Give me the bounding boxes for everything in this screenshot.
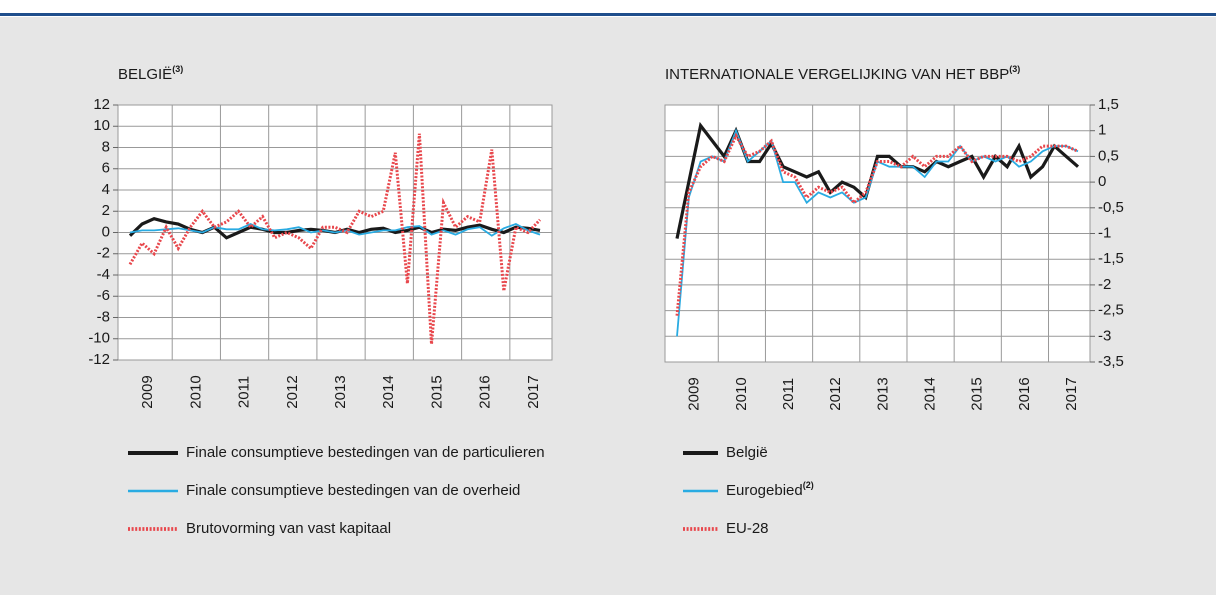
series-line [675,132,1079,316]
legend-label: Finale consumptieve bestedingen van de o… [186,482,520,499]
y-tick-label: 0,5 [1098,147,1119,164]
x-tick-label: 2017 [1063,377,1080,410]
chart-title-superscript: (3) [172,64,183,74]
x-tick-label: 2014 [380,375,397,408]
y-tick-label: -10 [88,330,110,347]
y-tick-label: -4 [97,266,110,283]
legend-label: Brutovorming van vast kapitaal [186,520,391,537]
legend-label: België [726,444,768,461]
x-tick-label: 2012 [284,375,301,408]
legend-name: België [726,444,768,461]
y-tick-label: -2 [97,245,110,262]
y-tick-label: -2,5 [1098,302,1124,319]
legend-name: Eurogebied [726,482,803,499]
legend-name: Finale consumptieve bestedingen van de o… [186,482,520,499]
y-tick-label: 2 [102,202,110,219]
x-tick-label: 2014 [922,377,939,410]
x-tick-label: 2015 [428,375,445,408]
legend-name: Brutovorming van vast kapitaal [186,520,391,537]
chart-title-text: INTERNATIONALE VERGELIJKING VAN HET BBP [665,66,1009,83]
y-tick-label: -1 [1098,224,1111,241]
y-tick-label: -3,5 [1098,353,1124,370]
x-tick-label: 2010 [187,375,204,408]
legend-label: Finale consumptieve bestedingen van de p… [186,444,545,461]
y-tick-label: -8 [97,308,110,325]
x-tick-label: 2011 [780,378,797,410]
y-tick-label: 12 [93,96,110,113]
y-tick-label: -3 [1098,327,1111,344]
y-tick-label: 8 [102,138,110,155]
y-tick-label: -2 [1098,276,1111,293]
y-tick-label: 0 [102,223,110,240]
x-tick-label: 2009 [686,377,703,410]
x-tick-label: 2013 [874,377,891,410]
x-tick-label: 2009 [139,375,156,408]
chart-title-superscript: (3) [1009,64,1020,74]
x-tick-label: 2012 [827,377,844,410]
chart-title: BELGIË(3) [118,64,183,83]
legend-superscript: (2) [803,480,814,490]
y-tick-label: -6 [97,287,110,304]
legend-name: EU-28 [726,520,769,537]
x-tick-label: 2011 [236,376,253,408]
x-tick-label: 2013 [332,375,349,408]
y-tick-label: 6 [102,160,110,177]
legend-label: Eurogebied(2) [726,480,814,499]
x-tick-label: 2016 [1016,377,1033,410]
y-tick-label: 1,5 [1098,96,1119,113]
y-tick-label: -12 [88,351,110,368]
x-tick-label: 2016 [477,375,494,408]
chart-title: INTERNATIONALE VERGELIJKING VAN HET BBP(… [665,64,1020,83]
x-tick-label: 2017 [525,375,542,408]
x-tick-label: 2010 [733,377,750,410]
y-tick-label: 1 [1098,122,1106,139]
top-rule [0,13,1216,16]
legend-name: Finale consumptieve bestedingen van de p… [186,444,545,461]
y-tick-label: -1,5 [1098,250,1124,267]
chart-title-text: BELGIË [118,66,172,83]
y-tick-label: 4 [102,181,110,198]
legend-label: EU-28 [726,520,769,537]
series-line [129,223,541,237]
y-tick-label: 0 [1098,173,1106,190]
series-line [128,133,542,345]
y-tick-label: 10 [93,117,110,134]
x-tick-label: 2015 [969,377,986,410]
y-tick-label: -0,5 [1098,199,1124,216]
